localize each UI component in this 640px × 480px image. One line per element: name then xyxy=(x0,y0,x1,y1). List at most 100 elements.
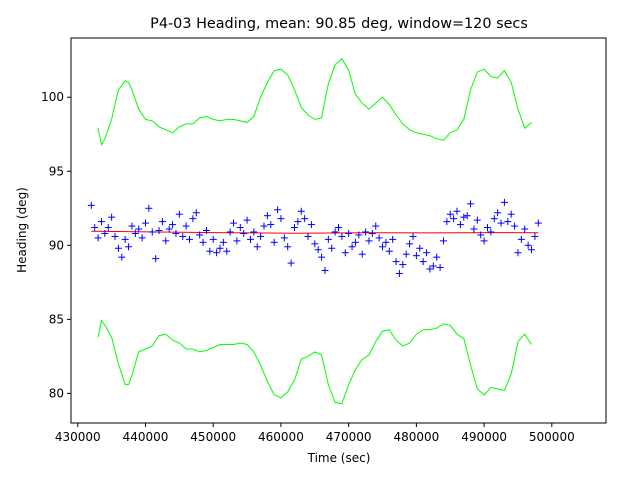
data-point xyxy=(104,224,112,232)
x-tick-label: 460000 xyxy=(258,430,304,444)
data-point xyxy=(368,229,376,237)
data-point xyxy=(199,238,207,246)
data-point xyxy=(511,222,519,230)
data-point xyxy=(182,222,190,230)
x-tick-label: 450000 xyxy=(190,430,236,444)
data-point xyxy=(311,240,319,248)
data-point xyxy=(480,237,488,245)
data-point xyxy=(158,218,166,226)
data-point xyxy=(351,238,359,246)
plot-frame xyxy=(70,37,607,424)
data-point xyxy=(270,238,278,246)
data-point xyxy=(487,228,495,236)
data-point xyxy=(446,210,454,218)
data-point xyxy=(436,264,444,272)
mean-line xyxy=(91,230,539,234)
data-point xyxy=(206,247,214,255)
data-point xyxy=(111,232,119,240)
data-point xyxy=(219,238,227,246)
data-point xyxy=(345,229,353,237)
data-point xyxy=(294,218,302,226)
data-point xyxy=(267,221,275,229)
data-point xyxy=(175,210,183,218)
data-point xyxy=(304,232,312,240)
data-point xyxy=(260,222,268,230)
data-point xyxy=(118,253,126,261)
data-point xyxy=(385,247,393,255)
data-point xyxy=(284,243,292,251)
data-point xyxy=(517,235,525,243)
envelope-line-2 xyxy=(97,57,532,146)
data-point xyxy=(372,222,380,230)
data-point xyxy=(321,266,329,274)
axes: 430000 440000 450000 460000 470000 480000 4900… xyxy=(41,37,607,444)
data-point xyxy=(528,246,536,254)
data-point xyxy=(297,207,305,215)
data-point xyxy=(423,249,431,257)
x-tick-label: 440000 xyxy=(123,430,169,444)
data-point xyxy=(470,225,478,233)
data-point xyxy=(155,227,163,234)
data-point xyxy=(456,221,464,229)
data-point xyxy=(314,246,322,254)
data-point xyxy=(429,262,437,270)
data-point xyxy=(131,229,139,237)
data-point xyxy=(87,201,95,209)
data-point xyxy=(301,215,309,223)
data-point xyxy=(490,215,498,223)
data-point xyxy=(365,237,373,245)
y-tick-label: 95 xyxy=(49,164,64,178)
data-point xyxy=(196,231,204,239)
data-point xyxy=(274,206,282,214)
data-point xyxy=(135,225,143,233)
data-point xyxy=(101,229,109,237)
data-point xyxy=(162,237,170,245)
data-point xyxy=(328,244,336,252)
data-point xyxy=(250,228,258,236)
data-point xyxy=(97,218,105,226)
y-tick-label: 85 xyxy=(49,312,64,326)
data-point xyxy=(335,224,342,232)
data-point xyxy=(399,261,407,269)
data-point xyxy=(223,247,231,255)
y-tick-label: 80 xyxy=(49,386,64,400)
x-axis-title: Time (sec) xyxy=(307,451,371,465)
data-point xyxy=(324,235,332,243)
data-point xyxy=(355,231,363,239)
data-point xyxy=(202,227,210,234)
data-point xyxy=(280,234,288,242)
data-point xyxy=(338,232,346,240)
data-point xyxy=(514,249,522,257)
data-point xyxy=(375,234,383,242)
data-point xyxy=(483,224,491,232)
data-point xyxy=(179,232,187,240)
data-point xyxy=(318,253,326,261)
data-point xyxy=(94,234,102,242)
data-point xyxy=(263,212,271,220)
data-point xyxy=(406,240,414,248)
data-point xyxy=(209,235,217,243)
data-point xyxy=(145,204,153,212)
data-point xyxy=(91,224,99,232)
data-point xyxy=(186,235,194,243)
data-point xyxy=(419,258,427,266)
plot-area xyxy=(87,57,542,405)
data-point xyxy=(246,235,254,243)
data-point xyxy=(213,249,221,257)
data-point xyxy=(128,222,136,230)
data-point xyxy=(290,224,298,232)
data-point xyxy=(277,215,285,223)
data-point xyxy=(521,225,529,233)
data-point xyxy=(504,218,512,226)
data-point xyxy=(463,212,471,220)
data-point xyxy=(148,228,156,236)
data-point xyxy=(450,215,458,223)
data-point xyxy=(389,235,397,243)
data-point xyxy=(453,207,461,215)
data-point xyxy=(416,244,424,252)
data-point xyxy=(233,237,241,245)
data-point xyxy=(108,213,116,221)
data-point xyxy=(114,244,122,252)
data-point xyxy=(172,229,180,237)
